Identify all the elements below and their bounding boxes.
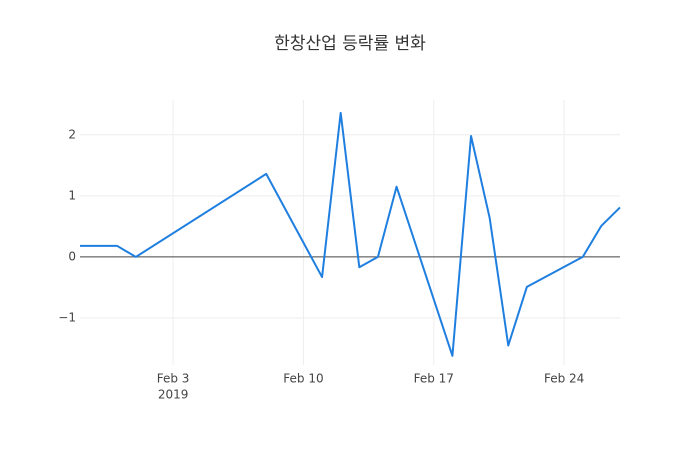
x-tick-label: Feb 10 — [283, 372, 323, 386]
chart-title: 한창산업 등락률 변화 — [274, 34, 426, 54]
y-tick-label: −1 — [58, 310, 76, 324]
y-tick-label: 0 — [68, 249, 76, 263]
y-tick-label: 1 — [68, 188, 76, 202]
x-tick-label: Feb 3 — [157, 372, 190, 386]
x-tick-year: 2019 — [158, 388, 189, 402]
x-tick-label: Feb 17 — [414, 372, 454, 386]
y-tick-label: 2 — [68, 127, 76, 141]
x-tick-label: Feb 24 — [544, 372, 584, 386]
line — [80, 111, 621, 357]
